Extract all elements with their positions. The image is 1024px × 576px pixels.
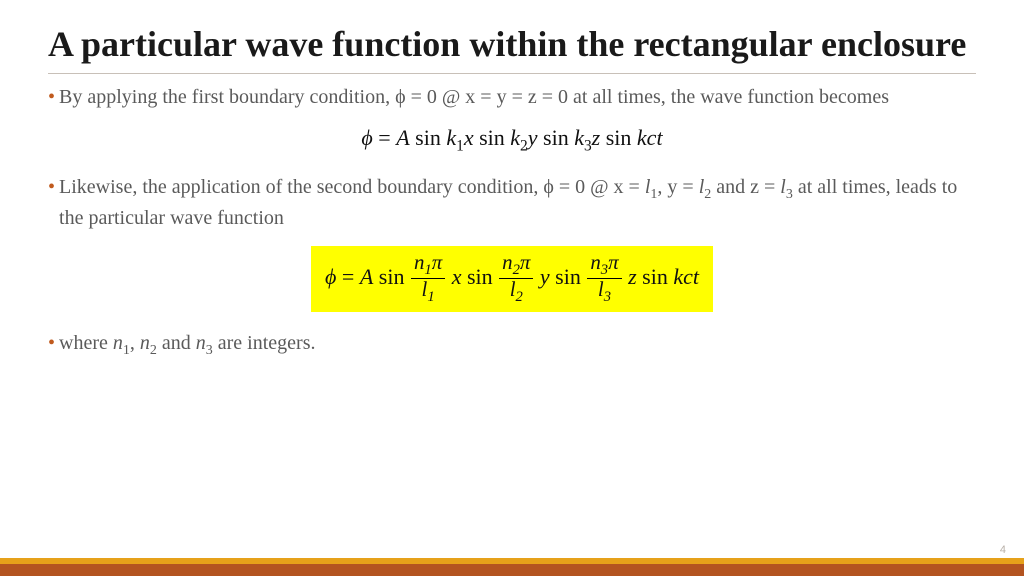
b3-n3: n — [196, 332, 206, 354]
b3-s1: 1 — [123, 343, 130, 358]
page-number: 4 — [1000, 544, 1006, 556]
equation-1-row: ϕ = A sin k1x sin k2y sin k3z sin kct — [48, 125, 976, 155]
bullet-2: • Likewise, the application of the secon… — [48, 174, 976, 232]
b3-m2: and — [157, 332, 196, 354]
bullet-3: • where n1, n2 and n3 are integers. — [48, 330, 976, 361]
b3-post: are integers. — [213, 332, 316, 354]
eq1-sin4: sin — [606, 125, 632, 150]
eq2-pi2: π — [520, 250, 530, 274]
b2-mid1: , y = — [657, 176, 698, 198]
eq2-s3: 3 — [601, 262, 608, 278]
b3-n1: n — [113, 332, 123, 354]
b3-pre: where — [59, 332, 113, 354]
b3-s3: 3 — [206, 343, 213, 358]
eq2-ls2: 2 — [516, 289, 523, 305]
slide: A particular wave function within the re… — [0, 0, 1024, 576]
eq2-n1: n — [414, 250, 424, 274]
eq1-sin2: sin — [479, 125, 505, 150]
eq2-sin4: sin — [642, 264, 668, 289]
eq1-sin3: sin — [543, 125, 569, 150]
b2-pre: Likewise, the application of the second … — [59, 176, 645, 198]
equation-1: ϕ = A sin k1x sin k2y sin k3z sin kct — [361, 125, 662, 155]
b3-m1: , — [130, 332, 140, 354]
bullet-2-text: Likewise, the application of the second … — [59, 174, 976, 232]
eq2-s1: 1 — [424, 262, 431, 278]
eq1-A: A — [396, 125, 409, 150]
b2-mid2: and z = — [711, 176, 780, 198]
title-divider — [48, 73, 976, 74]
eq2-A: A — [360, 264, 373, 289]
eq2-s2: 2 — [513, 262, 520, 278]
eq1-s3: 3 — [584, 138, 592, 155]
eq2-sin3: sin — [555, 264, 581, 289]
eq2-sin1: sin — [379, 264, 405, 289]
eq1-phi: ϕ — [361, 125, 372, 150]
eq1-sin1t: sin — [415, 125, 441, 150]
page-title: A particular wave function within the re… — [48, 24, 976, 65]
eq1-z: z — [592, 125, 601, 150]
bullet-3-text: where n1, n2 and n3 are integers. — [59, 330, 976, 361]
eq2-frac3: n3π l3 — [587, 252, 621, 306]
eq2-frac1: n1π l1 — [411, 252, 445, 306]
footer-accent-bottom — [0, 564, 1024, 576]
bullet-1-text: By applying the first boundary condition… — [59, 84, 976, 111]
eq2-frac2: n2π l2 — [499, 252, 533, 306]
b3-s2: 2 — [150, 343, 157, 358]
eq2-ls1: 1 — [427, 289, 434, 305]
equation-2: ϕ = A sin n1π l1 x sin n2π l2 y sin n3π … — [311, 246, 713, 312]
bullet-dot-icon: • — [48, 330, 55, 357]
eq1-k1: k — [446, 125, 456, 150]
eq2-pi1: π — [432, 250, 442, 274]
footer-bar — [0, 558, 1024, 576]
eq2-kct: kct — [673, 264, 699, 289]
eq1-kct: kct — [637, 125, 663, 150]
eq1-x: x — [464, 125, 474, 150]
eq1-k2: k — [510, 125, 520, 150]
eq2-n2: n — [502, 250, 512, 274]
eq1-s2: 2 — [520, 138, 528, 155]
eq2-equals: = — [336, 264, 359, 289]
eq2-n3: n — [590, 250, 600, 274]
eq2-sin2: sin — [467, 264, 493, 289]
eq2-pi3: π — [608, 250, 618, 274]
eq1-s1: 1 — [456, 138, 464, 155]
eq1-k3: k — [574, 125, 584, 150]
eq1-y: y — [528, 125, 538, 150]
eq2-ls3: 3 — [604, 289, 611, 305]
eq1-equals: = — [373, 125, 396, 150]
bullet-1: • By applying the first boundary conditi… — [48, 84, 976, 111]
eq2-y: y — [534, 264, 549, 289]
bullet-dot-icon: • — [48, 174, 55, 201]
bullet-dot-icon: • — [48, 84, 55, 111]
eq2-z: z — [623, 264, 637, 289]
equation-2-row: ϕ = A sin n1π l1 x sin n2π l2 y sin n3π … — [48, 246, 976, 312]
b2-s3: 3 — [786, 187, 793, 202]
b3-n2: n — [140, 332, 150, 354]
eq2-phi: ϕ — [325, 264, 336, 289]
eq2-x: x — [446, 264, 461, 289]
